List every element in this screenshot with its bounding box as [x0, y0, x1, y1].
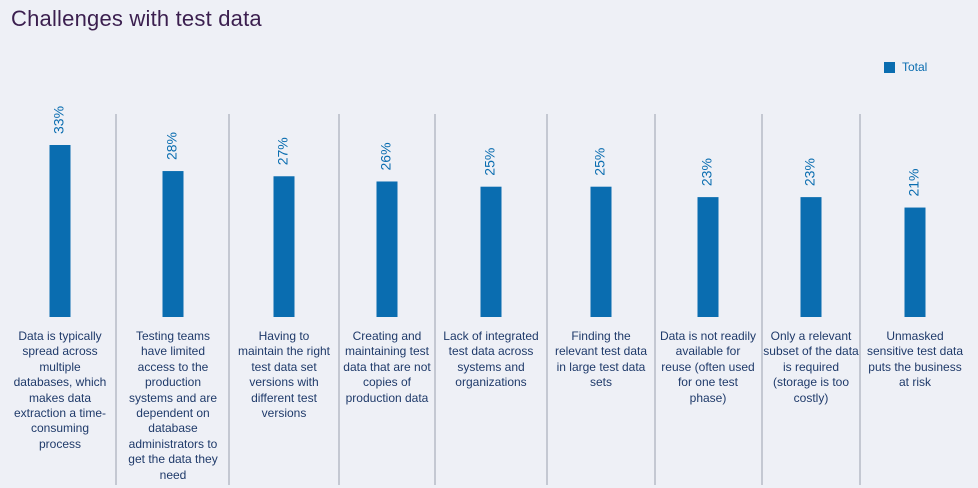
bar-9	[904, 207, 926, 317]
value-label-7: 23%	[699, 158, 715, 186]
category-label-7: Data is not readily available for reuse …	[659, 329, 757, 405]
value-label-1: 33%	[51, 106, 67, 134]
value-label-2: 28%	[164, 132, 180, 160]
category-label-1: Data is typically spread across multiple…	[13, 329, 107, 451]
bar-6	[590, 186, 612, 317]
category-label-2: Testing teams have limited access to the…	[128, 329, 218, 482]
value-label-4: 26%	[378, 142, 394, 170]
category-label-5: Lack of integrated test data across syst…	[443, 329, 539, 390]
legend-swatch-total	[884, 61, 895, 73]
bar-8	[800, 197, 822, 317]
value-label-9: 21%	[906, 169, 922, 197]
category-label-3: Having to maintain the right test data s…	[237, 329, 331, 421]
value-label-6: 25%	[592, 148, 608, 176]
bar-4	[376, 181, 398, 317]
value-label-5: 25%	[482, 148, 498, 176]
bar-2	[162, 171, 184, 317]
chart-legend: Total	[884, 60, 927, 74]
value-label-3: 27%	[275, 137, 291, 165]
chart-title: Challenges with test data	[11, 6, 262, 31]
legend-label-total: Total	[902, 60, 928, 74]
category-label-8: Only a relevant subset of the data is re…	[763, 329, 859, 405]
bar-3	[273, 176, 295, 317]
category-label-4: Creating and maintaining test data that …	[343, 329, 431, 405]
bar-1	[49, 145, 71, 317]
category-label-6: Finding the relevant test data in large …	[554, 329, 648, 390]
value-label-8: 23%	[802, 158, 818, 186]
category-label-9: Unmasked sensitive test data puts the bu…	[866, 329, 964, 390]
bar-7	[697, 197, 719, 317]
bar-5	[480, 186, 502, 317]
